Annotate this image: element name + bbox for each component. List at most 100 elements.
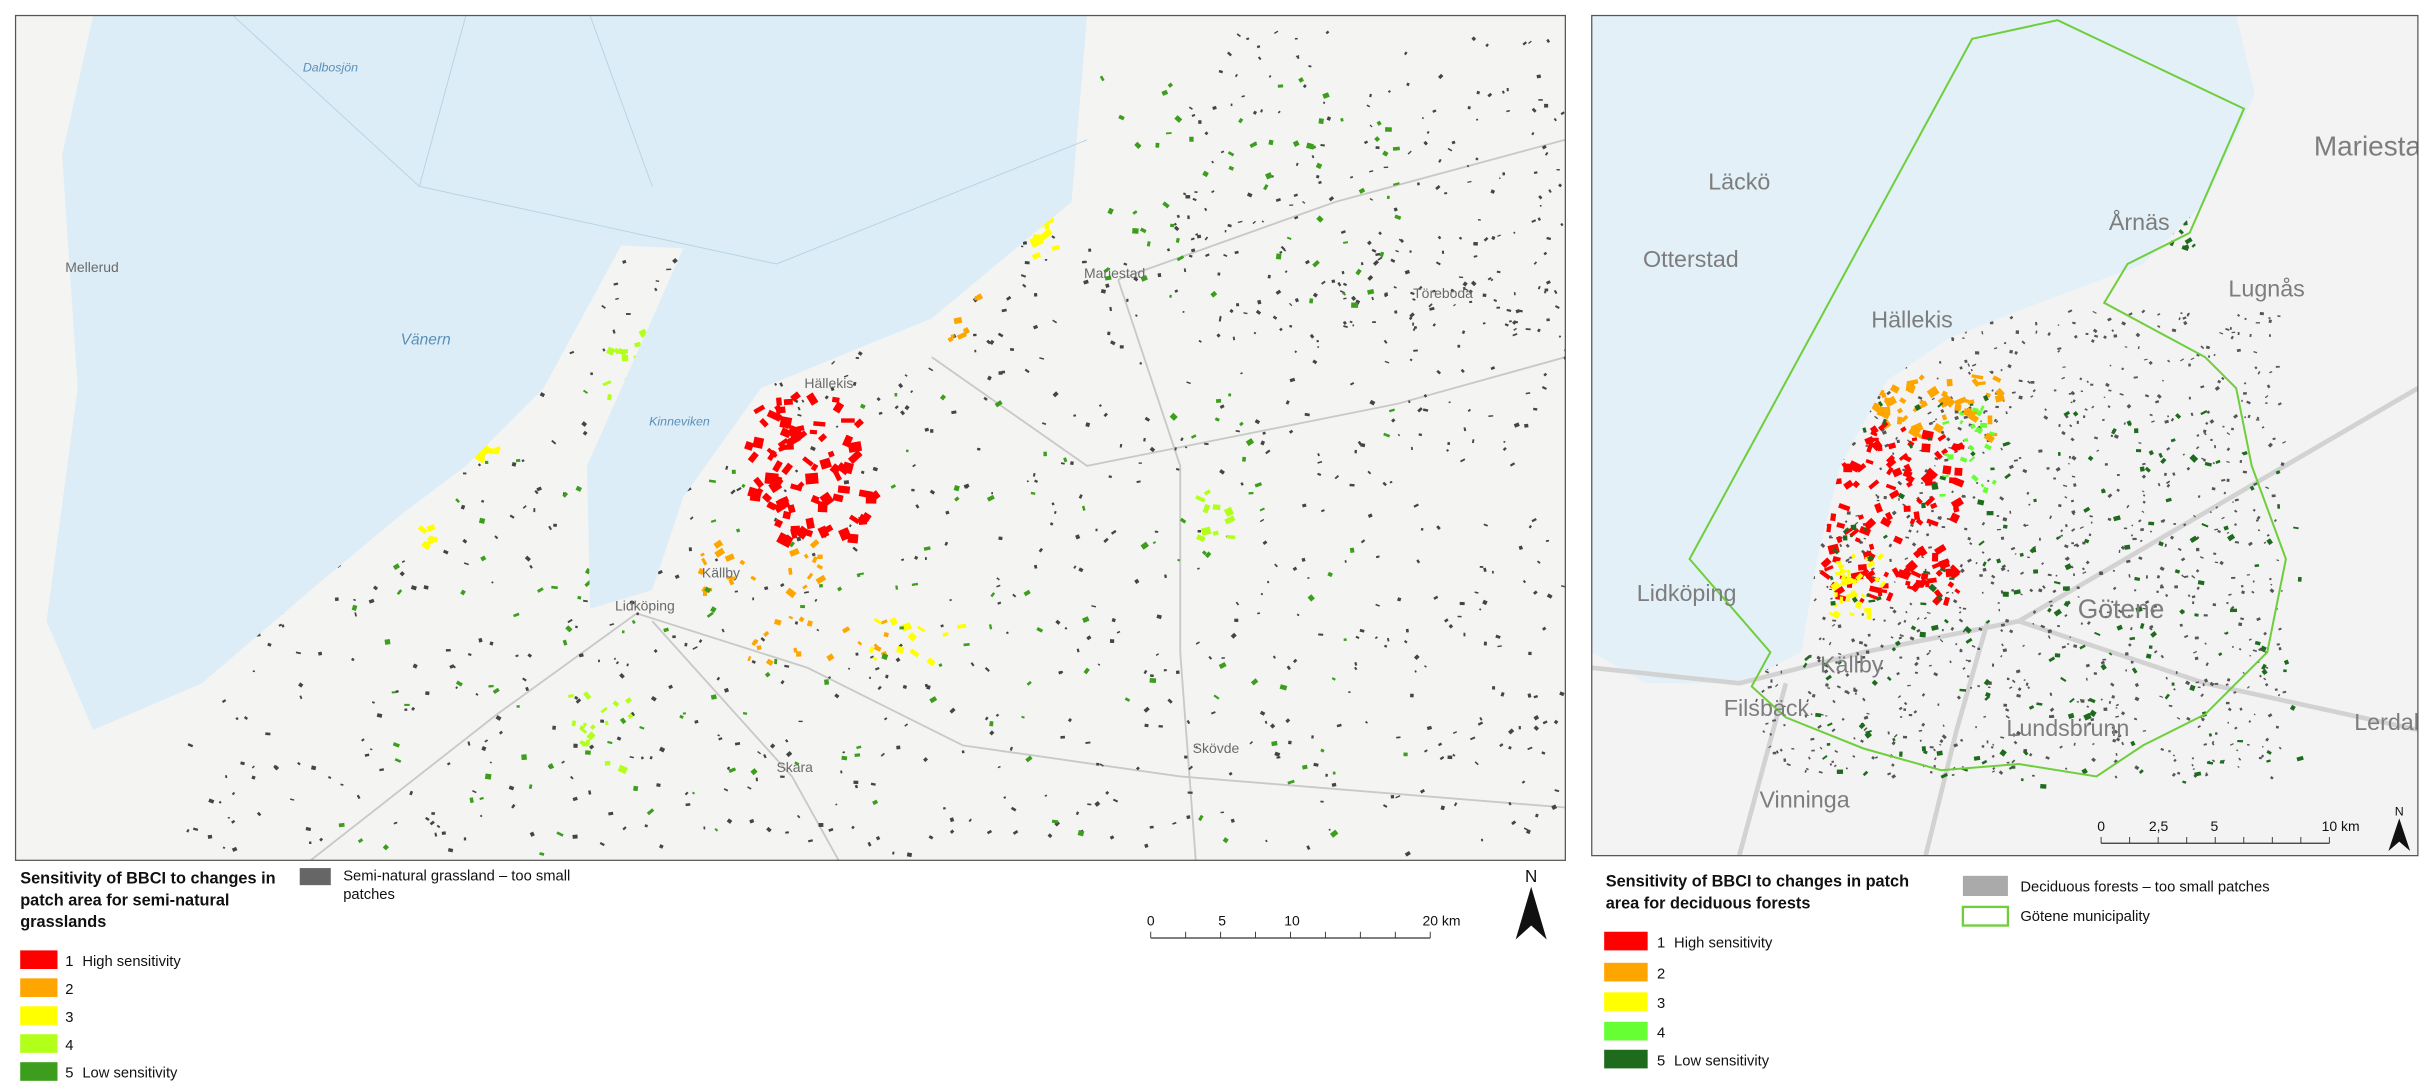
patch (1317, 472, 1322, 477)
patch (2149, 413, 2153, 417)
patch (2082, 541, 2086, 545)
patch (1412, 298, 1416, 301)
patch (1964, 527, 1968, 531)
patch (2084, 408, 2088, 411)
patch (1859, 597, 1865, 604)
patch (2061, 376, 2066, 380)
patch (2261, 668, 2268, 676)
patch (790, 550, 796, 555)
patch (2049, 515, 2053, 520)
patch (1528, 651, 1532, 656)
patch (1881, 589, 1888, 594)
patch (1112, 798, 1119, 803)
patch (1929, 502, 1938, 510)
patch (1230, 632, 1237, 639)
patch (1260, 592, 1264, 596)
patch (1268, 75, 1272, 78)
patch (1888, 489, 1900, 500)
patch (2282, 440, 2287, 444)
patch (1239, 421, 1244, 427)
patch (240, 761, 245, 766)
patch (1349, 175, 1354, 179)
patch (1934, 543, 1947, 556)
patch (1970, 451, 1976, 457)
patch (1201, 526, 1212, 536)
patch (824, 395, 829, 400)
patch (578, 653, 584, 658)
patch (2134, 765, 2140, 771)
patch (2209, 511, 2212, 514)
patch (911, 582, 919, 587)
patch (2159, 566, 2165, 571)
patch (1950, 396, 1954, 400)
patch (1144, 843, 1149, 849)
patch (1010, 806, 1017, 812)
patch (2114, 775, 2118, 779)
patch (1837, 671, 1840, 674)
patch (986, 829, 993, 835)
patch (1174, 447, 1177, 451)
patch (2009, 629, 2014, 634)
patch (1020, 274, 1027, 278)
patch (1216, 333, 1221, 338)
patch (1513, 231, 1516, 234)
patch (788, 615, 794, 620)
patch (1263, 184, 1269, 191)
patch (1804, 769, 1808, 773)
patch (1254, 482, 1263, 488)
patch (2072, 483, 2077, 488)
patch (747, 486, 763, 500)
patch (1394, 214, 1402, 220)
patch (1240, 482, 1244, 486)
patch (1858, 722, 1866, 730)
patch (1937, 402, 1944, 408)
patch (1221, 657, 1225, 659)
patch (2158, 452, 2163, 459)
patch (730, 489, 736, 495)
patch (384, 639, 391, 645)
right-map: Läckö Otterstad Mariestad Årnäs Lugnås H… (1591, 15, 2418, 856)
patch (1500, 691, 1505, 697)
patch (2224, 631, 2229, 635)
patch (810, 463, 819, 472)
patch (1149, 674, 1154, 678)
patch (1828, 588, 1833, 591)
patch (2098, 610, 2101, 613)
patch (1527, 746, 1533, 751)
patch (2067, 463, 2070, 465)
patch (2116, 474, 2120, 476)
patch (734, 742, 741, 746)
patch (1490, 366, 1496, 371)
patch (2079, 526, 2084, 529)
patch (1409, 693, 1414, 698)
patch (607, 740, 613, 745)
patch (1902, 735, 1908, 739)
patch (2239, 707, 2243, 711)
patch (2047, 629, 2053, 634)
patch (1354, 666, 1358, 671)
patch (2031, 774, 2035, 777)
patch (484, 773, 492, 780)
patch (1183, 268, 1187, 273)
patch (1446, 448, 1450, 452)
patch (1834, 749, 1839, 754)
patch (1502, 172, 1506, 176)
patch (1420, 527, 1424, 531)
patch (2073, 543, 2078, 547)
legend-swatch (20, 1034, 58, 1053)
patch (984, 716, 989, 721)
patch (1215, 398, 1222, 403)
patch (1999, 496, 2005, 501)
patch (1508, 320, 1512, 323)
patch (2103, 335, 2107, 340)
patch (2165, 593, 2169, 598)
patch (2059, 745, 2063, 749)
north-label: N (1525, 867, 1537, 886)
patch (1176, 255, 1185, 262)
patch (1972, 495, 1976, 499)
patch (1259, 507, 1265, 512)
patch (1990, 467, 1995, 471)
place-name: Götene (2078, 594, 2165, 624)
patch (851, 825, 855, 830)
patch (1436, 525, 1441, 530)
